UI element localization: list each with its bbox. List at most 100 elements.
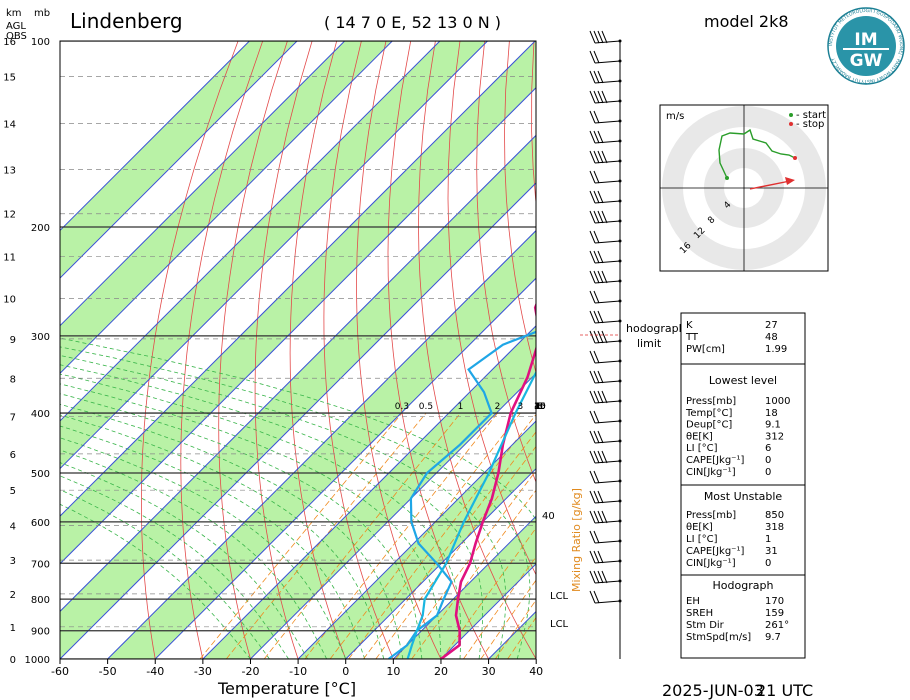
index-label: TT — [685, 332, 699, 343]
index-value: 31 — [765, 546, 778, 557]
agl-label: AGL — [6, 21, 26, 32]
mixing-ratio-label: 1 — [458, 402, 464, 412]
isotherm-line — [60, 87, 536, 565]
time-label: 21 UTC — [756, 681, 813, 700]
wind-barb-flag — [589, 510, 596, 524]
wind-barb-flag — [593, 470, 600, 484]
wind-barb-flag — [589, 550, 596, 564]
start-marker — [789, 113, 793, 117]
obs-label: OBS — [6, 31, 27, 42]
index-value: 850 — [765, 510, 784, 521]
green-band — [60, 41, 536, 564]
km-tick-label: 13 — [3, 165, 16, 176]
hodograph-limit-label-2: limit — [637, 337, 662, 350]
km-tick-label: 10 — [3, 294, 16, 305]
wind-barb-flag — [601, 270, 608, 284]
wind-barb-flag — [597, 90, 604, 104]
index-value: 27 — [765, 320, 778, 331]
index-label: CIN[Jkg⁻¹] — [686, 558, 736, 569]
barb-dot — [618, 199, 622, 203]
wind-barb-flag — [597, 270, 604, 284]
wind-barb-flag — [597, 370, 604, 384]
dry-adiabat — [356, 41, 442, 659]
isotherm-line — [392, 515, 536, 659]
index-label: CAPE[Jkg⁻¹] — [686, 546, 744, 557]
ring-label-4: 4 — [722, 200, 733, 211]
barb-dot — [618, 479, 622, 483]
km-tick-label: 9 — [10, 335, 16, 346]
mixing-ratio-label: 6 — [537, 402, 543, 412]
dry-adiabat — [504, 41, 536, 374]
wind-barb-flag — [593, 90, 600, 104]
barb-dot — [618, 339, 622, 343]
wind-barb-flag — [589, 130, 596, 144]
pressure-tick-label: 300 — [31, 332, 50, 343]
pressure-tick-label: 800 — [31, 595, 50, 606]
wind-barb-flag — [589, 530, 596, 544]
moist-adiabat — [60, 462, 308, 659]
isotherm-line — [107, 229, 536, 659]
ring-label-8: 8 — [706, 215, 717, 226]
barb-dot — [618, 119, 622, 123]
wind-barb-flag — [589, 190, 596, 204]
wind-barb-flag — [601, 390, 608, 404]
index-value: 261° — [765, 620, 789, 631]
barb-dot — [618, 359, 622, 363]
wind-barb-flag — [601, 450, 608, 464]
wind-barb-flag — [589, 230, 596, 244]
barb-dot — [618, 439, 622, 443]
barb-dot — [618, 99, 622, 103]
isotherm-line — [202, 325, 536, 659]
dry-adiabat — [289, 41, 347, 659]
model-label: model 2k8 — [704, 12, 789, 31]
km-tick-label: 7 — [10, 413, 16, 424]
wind-barb-flag — [593, 30, 600, 44]
station-title: Lindenberg — [70, 9, 183, 33]
moist-adiabat — [60, 355, 507, 659]
wind-barb-flag — [597, 70, 604, 84]
wind-barb-flag — [589, 70, 596, 84]
mixing-ratio-label: 0.5 — [419, 402, 433, 412]
side-label-40: 40 — [542, 511, 555, 522]
legend-start: - start — [796, 110, 826, 121]
wind-barb-flag — [593, 550, 600, 564]
mixing-ratio-label: 2 — [495, 402, 501, 412]
index-label: PW[cm] — [686, 344, 725, 355]
temperature-tick-label: 10 — [386, 665, 400, 678]
isotherm-line — [60, 41, 488, 470]
sounding-series-0 — [440, 302, 536, 659]
temperature-tick-label: -40 — [146, 665, 164, 678]
isotherm-line — [60, 41, 536, 517]
wind-barb-flag — [589, 590, 596, 604]
wind-barb-flag — [589, 430, 596, 444]
km-label: km — [6, 8, 22, 19]
wind-barbs — [589, 30, 622, 659]
wind-barb-flag — [593, 430, 600, 444]
wind-barb-flag — [589, 370, 596, 384]
wind-barb-flag — [593, 110, 600, 124]
km-tick-label: 0 — [10, 655, 16, 666]
barb-dot — [618, 399, 622, 403]
barb-dot — [618, 559, 622, 563]
temperature-axis-title: Temperature [°C] — [217, 679, 356, 698]
km-tick-label: 4 — [10, 522, 16, 533]
barb-dot — [618, 419, 622, 423]
hodograph-limit-label: hodograph — [626, 322, 686, 335]
index-label: CAPE[Jkg⁻¹] — [686, 455, 744, 466]
pressure-tick-label: 1000 — [25, 655, 50, 666]
temperature-tick-label: 20 — [434, 665, 448, 678]
km-tick-label: 5 — [10, 486, 16, 497]
index-value: 9.7 — [765, 632, 781, 643]
dry-adiabat — [218, 41, 288, 659]
isotherm-line — [60, 41, 250, 232]
index-label: LI [°C] — [686, 443, 718, 454]
barb-dot — [618, 519, 622, 523]
wind-barb-flag — [601, 30, 608, 44]
isotherm-line — [60, 41, 298, 279]
wind-barb-flag — [597, 190, 604, 204]
index-value: 1000 — [765, 396, 790, 407]
wind-barb-flag — [593, 510, 600, 524]
wind-barb-flag — [597, 550, 604, 564]
